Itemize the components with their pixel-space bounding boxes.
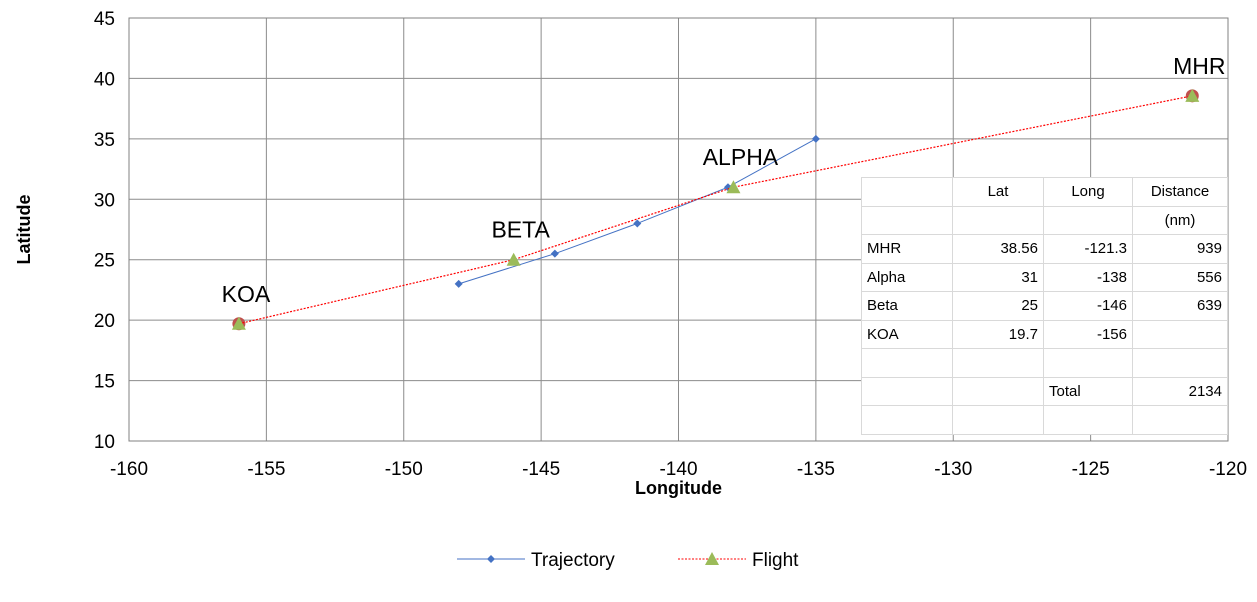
point-annotations: KOA BETA ALPHA MHR xyxy=(222,53,1226,307)
table-cell xyxy=(952,348,1044,378)
legend-label: Flight xyxy=(752,550,799,571)
table-header-cell: (nm) xyxy=(1132,205,1228,236)
table-row xyxy=(861,348,1228,378)
table-header-cell xyxy=(861,205,953,236)
table-cell: 556 xyxy=(1132,262,1228,293)
legend-marker xyxy=(487,555,495,563)
table-header-cell: Long xyxy=(1043,177,1133,207)
point-label-mhr: MHR xyxy=(1173,53,1225,79)
legend-marker xyxy=(705,552,719,565)
trajectory-point xyxy=(811,134,820,143)
table-cell: -156 xyxy=(1043,319,1133,350)
legend: Trajectory Flight xyxy=(457,550,799,571)
flight-point xyxy=(726,180,741,194)
x-tick-label: -145 xyxy=(522,459,560,480)
table-cell xyxy=(1132,405,1228,435)
y-tick-label: 25 xyxy=(94,251,115,272)
table-cell: 38.56 xyxy=(952,234,1044,264)
flight-point xyxy=(231,316,246,330)
table-row: Alpha 31 -138 556 xyxy=(861,262,1228,293)
flight-point xyxy=(506,252,521,266)
y-tick-label: 15 xyxy=(94,372,115,393)
table-header-row: Lat Long Distance xyxy=(861,177,1228,207)
point-label-alpha: ALPHA xyxy=(703,144,779,170)
table-cell: Total xyxy=(1043,376,1133,407)
table-cell xyxy=(952,376,1044,407)
series-flight xyxy=(231,88,1200,330)
table-cell xyxy=(1043,405,1133,435)
y-tick-label: 20 xyxy=(94,311,115,332)
table-header-cell: Distance xyxy=(1132,177,1228,207)
y-tick-label: 40 xyxy=(94,69,115,90)
table-cell: 939 xyxy=(1132,234,1228,264)
table-header-cell xyxy=(861,177,953,207)
table-cell: KOA xyxy=(861,319,953,350)
legend-label: Trajectory xyxy=(531,550,615,571)
table-cell: Beta xyxy=(861,291,953,321)
trajectory-point xyxy=(454,279,463,288)
x-tick-label: -140 xyxy=(659,459,697,480)
y-tick-label: 10 xyxy=(94,432,115,453)
plot-area-frame xyxy=(128,17,1229,442)
legend-item-trajectory: Trajectory xyxy=(457,550,615,571)
x-tick-label: -135 xyxy=(797,459,835,480)
table-total-row: Total 2134 xyxy=(861,376,1228,407)
table-cell xyxy=(1043,348,1133,378)
table-cell: -146 xyxy=(1043,291,1133,321)
table-header-cell: Lat xyxy=(952,177,1044,207)
data-table: Lat Long Distance (nm) MHR 38.56 -121.3 … xyxy=(861,177,1228,435)
table-cell xyxy=(861,405,953,435)
x-tick-label: -160 xyxy=(110,459,148,480)
x-tick-label: -150 xyxy=(385,459,423,480)
table-row xyxy=(861,405,1228,435)
flight-point xyxy=(1185,88,1200,102)
series-layer xyxy=(231,88,1200,331)
x-tick-label: -155 xyxy=(247,459,285,480)
table-cell: 31 xyxy=(952,262,1044,293)
table-row: MHR 38.56 -121.3 939 xyxy=(861,234,1228,264)
table-cell xyxy=(1132,319,1228,350)
table-cell: MHR xyxy=(861,234,953,264)
table-row: Beta 25 -146 639 xyxy=(861,291,1228,321)
trajectory-point xyxy=(633,219,642,228)
x-axis-title: Longitude xyxy=(635,478,722,498)
table-cell xyxy=(952,405,1044,435)
table-cell: -138 xyxy=(1043,262,1133,293)
table-header-unit-row: (nm) xyxy=(861,205,1228,236)
point-label-koa: KOA xyxy=(222,281,271,307)
y-axis-title: Latitude xyxy=(14,195,34,265)
tick-labels: -160 -155 -150 -145 -140 -135 -130 -125 -120 10 15… xyxy=(94,9,1247,480)
table-header-cell xyxy=(1043,205,1133,236)
x-tick-label: -120 xyxy=(1209,459,1247,480)
x-tick-label: -130 xyxy=(934,459,972,480)
table-cell xyxy=(861,348,953,378)
table-cell: 2134 xyxy=(1132,376,1228,407)
table-header-cell xyxy=(952,205,1044,236)
trajectory-point xyxy=(550,249,559,258)
table-cell xyxy=(861,376,953,407)
table-cell: Alpha xyxy=(861,262,953,293)
table-cell: -121.3 xyxy=(1043,234,1133,264)
legend-item-flight: Flight xyxy=(678,550,799,571)
table-cell: 639 xyxy=(1132,291,1228,321)
y-tick-label: 35 xyxy=(94,130,115,151)
table-cell: 25 xyxy=(952,291,1044,321)
y-tick-label: 30 xyxy=(94,190,115,211)
table-cell xyxy=(1132,348,1228,378)
flight-line xyxy=(238,95,1193,325)
x-tick-label: -125 xyxy=(1072,459,1110,480)
table-row: KOA 19.7 -156 xyxy=(861,319,1228,350)
y-tick-label: 45 xyxy=(94,9,115,30)
table-cell: 19.7 xyxy=(952,319,1044,350)
point-label-beta: BETA xyxy=(491,217,550,243)
